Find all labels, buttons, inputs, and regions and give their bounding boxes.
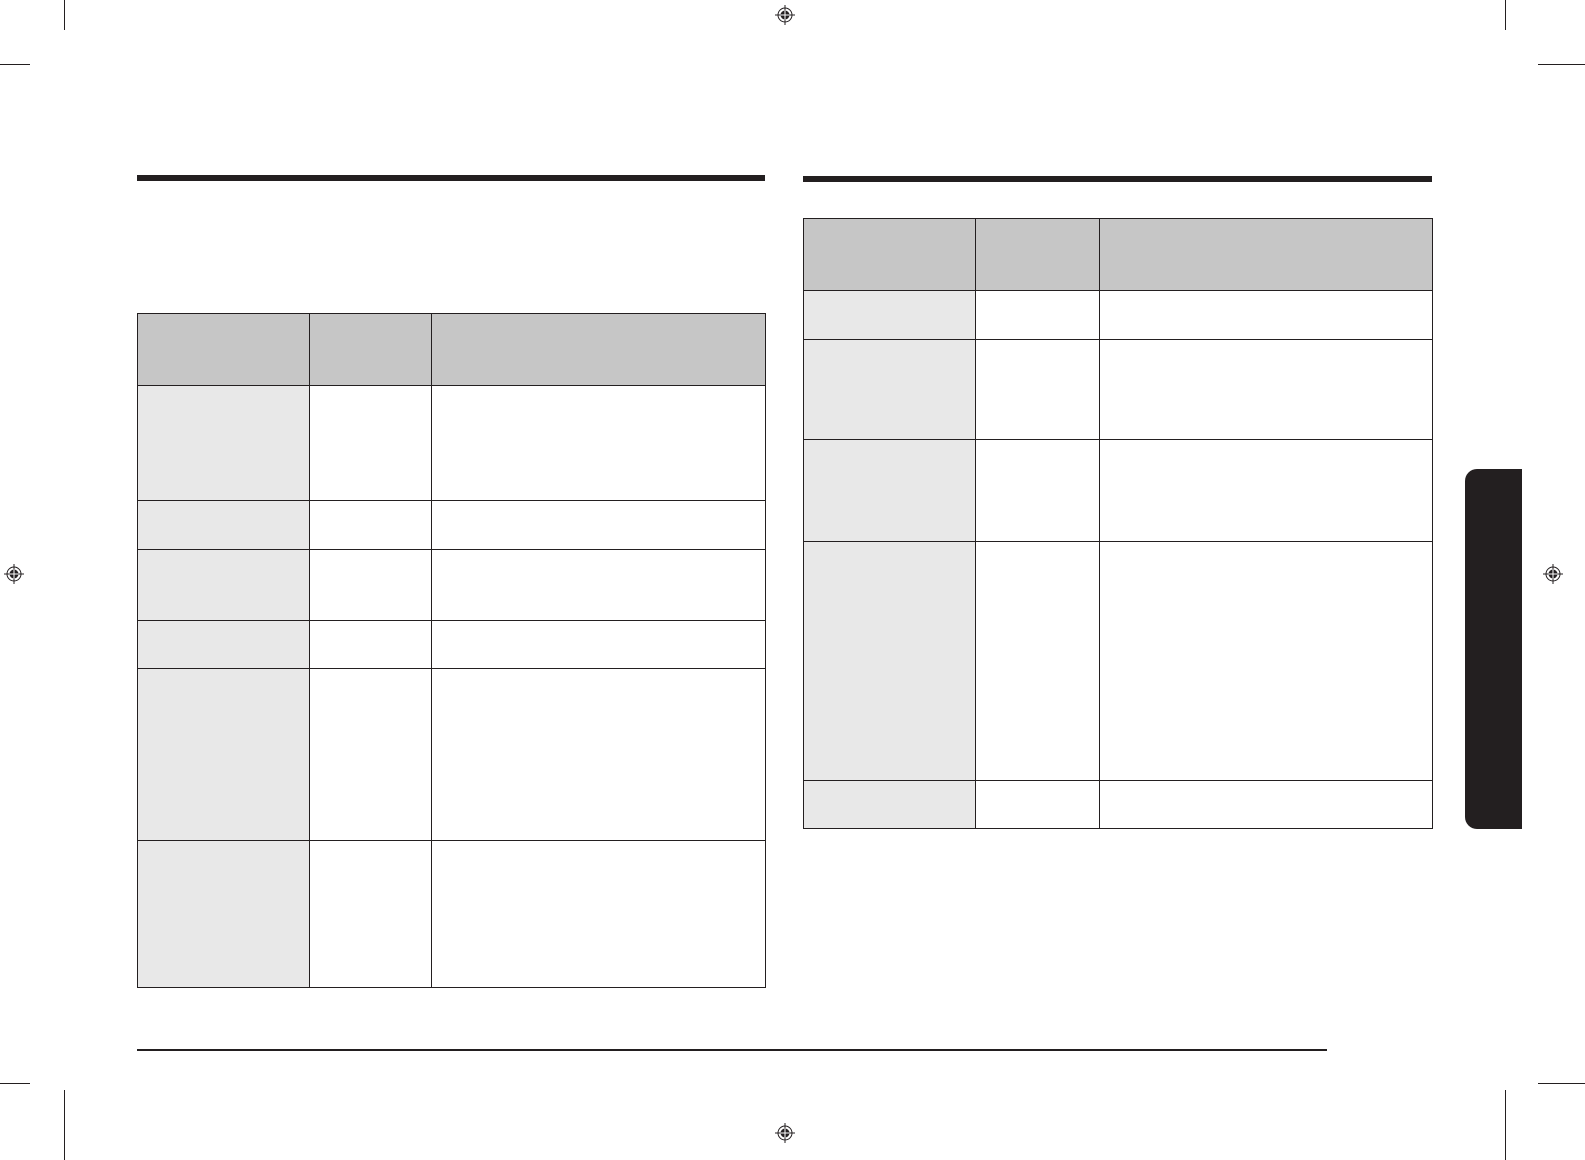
table-cell bbox=[137, 620, 310, 669]
table-cell bbox=[137, 668, 310, 841]
crop-mark bbox=[64, 0, 65, 30]
table-cell bbox=[803, 439, 976, 542]
table-cell bbox=[431, 500, 766, 550]
table-row bbox=[803, 439, 1433, 542]
table-cell bbox=[137, 500, 310, 550]
right-section-rule bbox=[803, 176, 1432, 182]
table-cell bbox=[803, 541, 976, 781]
table-cell bbox=[1099, 439, 1433, 542]
table-cell bbox=[137, 840, 310, 988]
table-cell bbox=[309, 840, 432, 988]
left-table bbox=[137, 313, 766, 988]
crop-mark bbox=[1505, 0, 1506, 30]
table-cell bbox=[309, 500, 432, 550]
table-header-cell bbox=[309, 313, 432, 386]
table-row bbox=[137, 500, 766, 550]
table-header-cell bbox=[1099, 218, 1433, 291]
table-cell bbox=[431, 549, 766, 621]
registration-mark-icon bbox=[4, 564, 24, 584]
registration-mark-icon bbox=[775, 1123, 795, 1143]
table-cell bbox=[137, 385, 310, 501]
crop-mark bbox=[1538, 1083, 1585, 1084]
table-header-row bbox=[803, 218, 1433, 291]
table-row bbox=[803, 541, 1433, 781]
table-cell bbox=[309, 549, 432, 621]
table-cell bbox=[1099, 290, 1433, 340]
table-row bbox=[137, 668, 766, 841]
table-cell bbox=[975, 439, 1100, 542]
registration-mark-icon bbox=[775, 5, 795, 25]
crop-mark bbox=[0, 64, 30, 65]
table-cell bbox=[803, 339, 976, 440]
left-section-rule bbox=[137, 175, 765, 181]
right-table bbox=[803, 218, 1433, 829]
table-cell bbox=[309, 385, 432, 501]
crop-mark bbox=[1505, 1090, 1506, 1160]
table-row bbox=[803, 780, 1433, 829]
crop-mark bbox=[0, 1083, 30, 1084]
table-cell bbox=[431, 385, 766, 501]
table-cell bbox=[1099, 339, 1433, 440]
table-cell bbox=[803, 290, 976, 340]
table-cell bbox=[975, 780, 1100, 829]
table-row bbox=[137, 385, 766, 501]
table-cell bbox=[975, 339, 1100, 440]
registration-mark-icon bbox=[1543, 564, 1563, 584]
table-cell bbox=[1099, 780, 1433, 829]
table-header-cell bbox=[803, 218, 976, 291]
table-header-cell bbox=[431, 313, 766, 386]
table-cell bbox=[309, 668, 432, 841]
table-cell bbox=[431, 840, 766, 988]
table-header-cell bbox=[975, 218, 1100, 291]
table-row bbox=[137, 549, 766, 621]
chapter-side-tab bbox=[1465, 469, 1522, 829]
table-cell bbox=[803, 780, 976, 829]
table-cell bbox=[975, 290, 1100, 340]
table-cell bbox=[431, 668, 766, 841]
table-cell bbox=[137, 549, 310, 621]
table-row bbox=[137, 840, 766, 988]
table-row bbox=[803, 339, 1433, 440]
table-cell bbox=[431, 620, 766, 669]
table-cell bbox=[1099, 541, 1433, 781]
table-row bbox=[137, 620, 766, 669]
table-cell bbox=[309, 620, 432, 669]
table-header-row bbox=[137, 313, 766, 386]
footer-rule bbox=[137, 1049, 1327, 1051]
table-row bbox=[803, 290, 1433, 340]
crop-mark bbox=[1538, 64, 1585, 65]
table-cell bbox=[975, 541, 1100, 781]
table-header-cell bbox=[137, 313, 310, 386]
crop-mark bbox=[64, 1090, 65, 1160]
